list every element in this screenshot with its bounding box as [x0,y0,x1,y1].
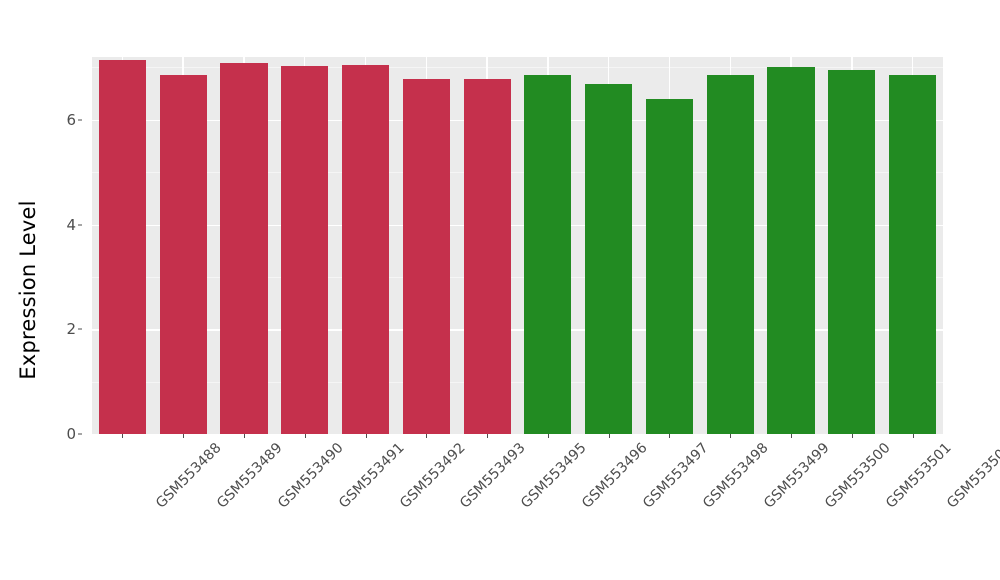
y-axis-title: Expression Level [16,200,40,380]
bar[interactable] [341,64,390,434]
gridline-major [92,119,943,122]
y-axis-tick-mark [78,224,82,226]
x-axis-tick-mark [487,434,489,438]
y-axis-tick-mark [78,119,82,121]
x-axis-tick-mark [183,434,185,438]
y-axis-tick-label: 0 [66,425,76,443]
x-axis-tick-labels: GSM553488 GSM553489 GSM553490 GSM553491 GSM5… [92,440,1000,550]
y-axis-tick-label: 4 [66,215,76,234]
bar[interactable] [524,74,572,434]
y-axis-tick-label: 2 [66,320,76,339]
bar[interactable] [767,67,815,434]
x-axis-tick-mark [669,434,671,438]
bar[interactable] [98,60,146,434]
x-axis-tick-mark [851,434,853,438]
x-axis-tick-mark [243,434,245,438]
bar[interactable] [585,84,633,434]
gridline-minor [92,381,943,383]
y-axis-tick-label: 6 [66,110,76,129]
bar[interactable] [463,79,511,434]
gridline-major [92,224,943,226]
x-axis-tick-mark [365,434,367,438]
x-axis-tick-mark [912,434,914,438]
x-axis-tick-mark [122,434,124,438]
x-axis-tick-marks [92,434,943,439]
x-axis-tick-mark [608,434,610,438]
bar[interactable] [281,65,329,434]
bar[interactable] [645,98,693,434]
x-axis-tick-mark [547,434,549,438]
gridline-minor [92,172,943,173]
bar[interactable] [706,74,754,434]
gridline-minor [92,276,943,278]
gridline-minor [92,67,943,69]
bar[interactable] [220,63,268,434]
gridline-major [92,329,943,331]
bar[interactable] [828,69,876,434]
y-axis-tick-labels: 0 2 4 6 [56,57,82,443]
x-axis-tick-mark [426,434,428,438]
x-axis-tick-mark [304,434,306,438]
bar[interactable] [159,74,207,434]
y-axis-tick-mark [78,328,82,330]
y-axis-tick-mark [78,433,82,435]
x-axis-tick-mark [730,434,732,438]
bar[interactable] [402,79,450,434]
bar[interactable] [889,74,937,434]
plot-panel [92,57,943,434]
x-axis-tick-mark [791,434,793,438]
